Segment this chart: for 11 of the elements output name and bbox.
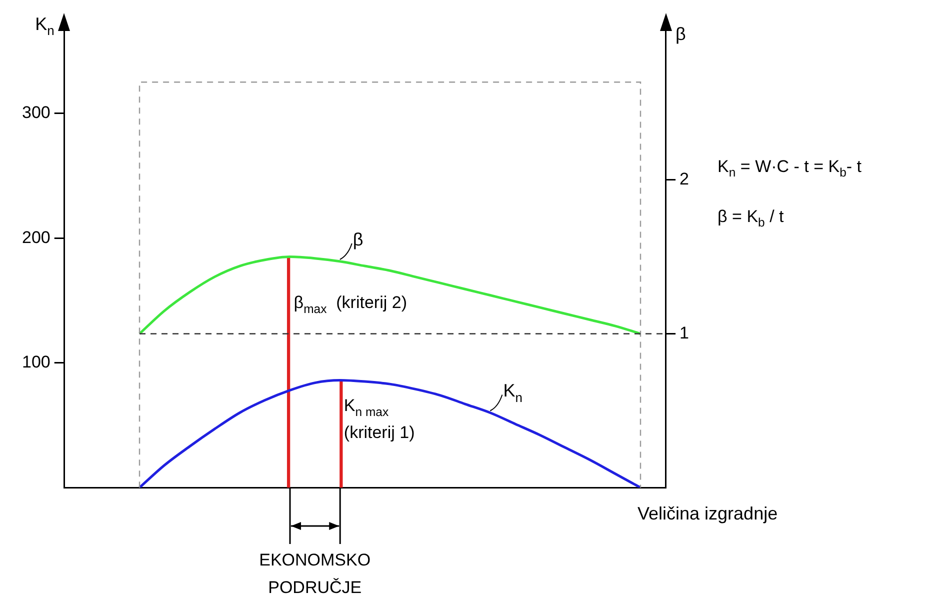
y-tick-label: 100 <box>22 352 50 372</box>
x-axis-title: Veličina izgradnje <box>638 504 778 524</box>
y2-axis-title: β <box>676 24 686 44</box>
series-label: β <box>352 229 364 250</box>
text: EKONOMSKO PODRUČJE <box>259 550 371 597</box>
y2-tick-label: 2 <box>680 170 690 189</box>
y-tick-label: 200 <box>22 228 50 247</box>
y2-tick-label: 1 <box>680 323 690 342</box>
line-series <box>138 256 642 335</box>
y-tick-label: 300 <box>22 103 50 122</box>
line-series <box>138 379 642 488</box>
